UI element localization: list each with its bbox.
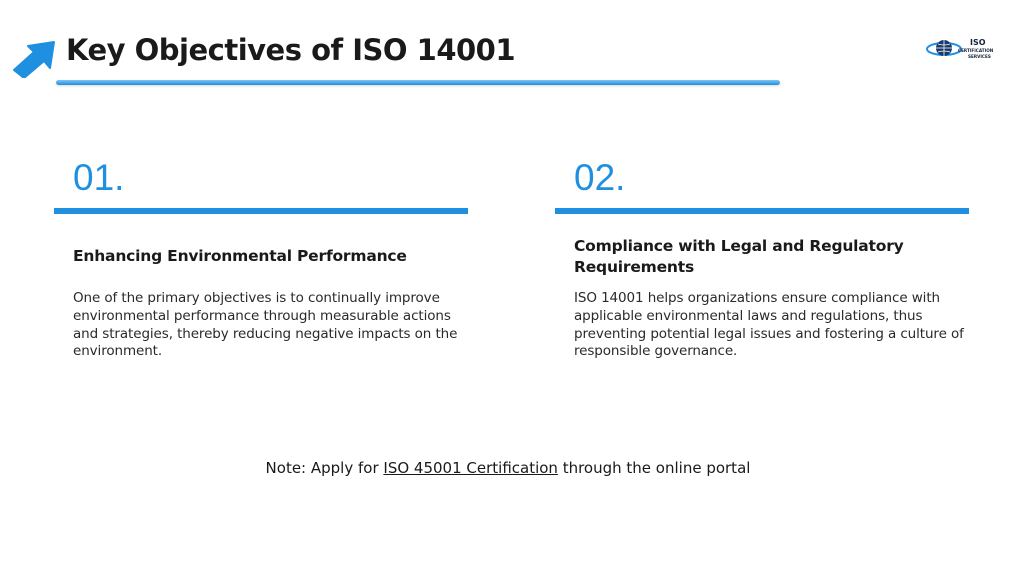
title-underline [56,80,780,85]
logo: ISO CERTIFICATION SERVICES [926,36,1006,62]
note-prefix: Note: Apply for [265,459,384,477]
logo-text-main: ISO [970,38,986,47]
objective-heading: Enhancing Environmental Performance [73,247,407,265]
objective-divider [555,208,969,214]
page-title: Key Objectives of ISO 14001 [66,33,516,67]
objective-number: 02. [574,157,626,198]
objective-body: ISO 14001 helps organizations ensure com… [574,290,964,360]
note-suffix: through the online portal [557,459,751,477]
footer-note: Note: Apply for ISO 45001 Certification … [0,459,1016,477]
objective-body: One of the primary objectives is to cont… [73,290,458,360]
objective-number: 01. [73,157,125,198]
objective-divider [54,208,468,214]
logo-text-line1: CERTIFICATION [958,48,994,53]
arrow-icon [13,41,55,78]
iso-45001-link[interactable]: ISO 45001 Certification [383,459,558,477]
logo-text-line2: SERVICES [968,54,991,59]
globe-icon [926,40,962,56]
objective-heading: Compliance with Legal and Regulatory Req… [574,237,904,276]
